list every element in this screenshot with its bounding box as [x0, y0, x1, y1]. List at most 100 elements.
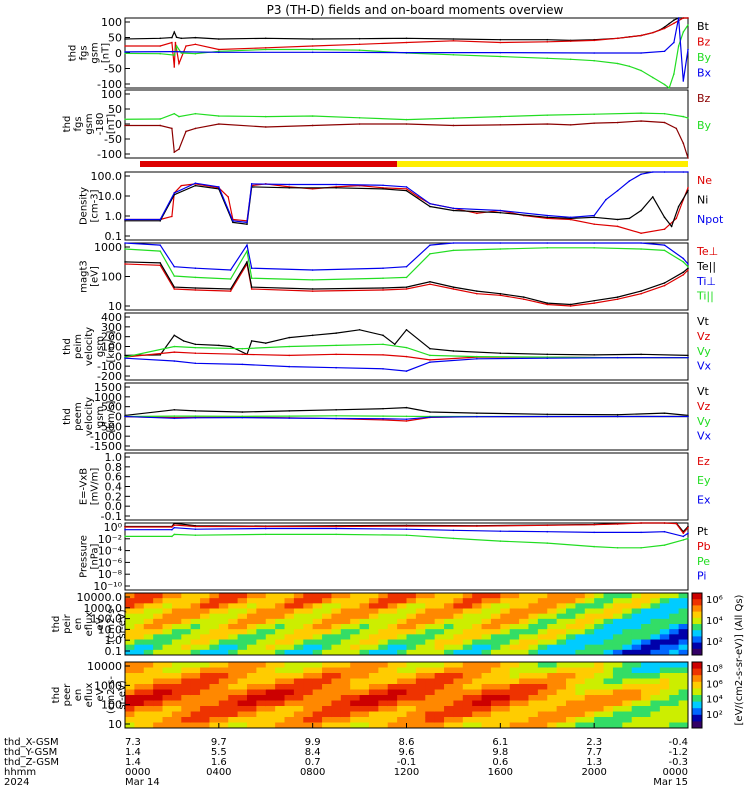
spectrogram-cell	[350, 678, 361, 685]
spectrogram-cell	[537, 603, 548, 609]
spectrogram-cell	[650, 700, 661, 707]
data-point	[405, 370, 408, 372]
data-point	[382, 188, 384, 190]
spectrogram-cell	[509, 639, 520, 646]
spectrogram-cell	[303, 722, 314, 729]
spectrogram-cell	[453, 695, 464, 701]
spectrogram-cell	[566, 598, 576, 604]
y-tick-label: 1.0	[105, 210, 123, 223]
spectrogram-cell	[678, 667, 689, 674]
series-line-Bz	[125, 120, 689, 159]
spectrogram-cell	[669, 598, 680, 604]
series-line-Pe	[125, 533, 689, 549]
spectrogram-cell	[322, 722, 332, 729]
spectrogram-cell	[631, 593, 642, 599]
spectrogram-cell	[284, 689, 295, 696]
spectrogram-cell	[387, 613, 398, 620]
spectrogram-cell	[125, 593, 135, 599]
spectrogram-cell	[622, 618, 633, 625]
spectrogram-cell	[415, 603, 426, 609]
panel-frame	[124, 242, 689, 311]
spectrogram-cell	[556, 684, 567, 690]
spectrogram-cell	[293, 673, 304, 679]
data-point	[194, 525, 197, 528]
spectrogram-cell	[641, 624, 651, 630]
spectrogram-cell	[669, 717, 680, 723]
spectrogram-cell	[444, 624, 454, 630]
data-point	[640, 173, 642, 175]
data-point	[382, 419, 384, 421]
spectrogram-cell	[425, 629, 436, 635]
spectrogram-cell	[153, 644, 164, 651]
y-axis-label-line: fgs	[73, 116, 84, 131]
spectrogram-cell	[134, 711, 145, 718]
spectrogram-cell	[171, 667, 182, 674]
spectrogram-cell	[434, 695, 445, 701]
spectrogram-cell	[387, 717, 398, 723]
spectrogram-cell	[256, 711, 267, 718]
spectrogram-cell	[378, 608, 389, 615]
spectrogram-cell	[547, 711, 558, 718]
spectrogram-cell	[500, 662, 511, 668]
spectrogram-cell	[275, 717, 286, 723]
data-point	[687, 117, 689, 119]
data-point	[124, 414, 126, 417]
y-tick-label: 10⁻²	[98, 533, 122, 546]
spectrogram-cell	[509, 711, 520, 718]
spectrogram-cell	[669, 608, 680, 615]
spectrogram-cell	[622, 603, 633, 609]
legend-entry-Ex: Ex	[697, 493, 711, 506]
spectrogram-cell	[256, 629, 267, 635]
ephemeris-value: 6.1	[492, 737, 508, 748]
spectrogram-cell	[143, 639, 154, 646]
data-point	[452, 38, 455, 40]
spectrogram-cell	[181, 598, 192, 604]
spectrogram-cell	[659, 634, 670, 640]
spectrogram-cell	[575, 644, 586, 651]
spectrogram-cell	[537, 689, 548, 696]
y-tick-label: 100.0	[91, 170, 123, 183]
spectrogram-cell	[453, 644, 464, 651]
spectrogram-cell	[134, 695, 145, 701]
data-point	[335, 344, 337, 347]
spectrogram-cell	[293, 684, 304, 690]
y-axis-label-line: [nT]	[101, 43, 112, 63]
spectrogram-cell	[650, 706, 661, 712]
spectrogram-cell	[612, 593, 623, 599]
spectrogram-cell	[359, 678, 370, 685]
spectrogram-cell	[265, 706, 276, 712]
data-point	[652, 196, 654, 198]
spectrogram-cell	[331, 608, 342, 615]
spectrogram-cell	[453, 689, 464, 696]
spectrogram-cell	[406, 634, 417, 640]
spectrogram-cell	[528, 689, 539, 696]
y-tick-label: 0.0	[105, 500, 123, 513]
spectrogram-cell	[481, 667, 492, 674]
data-point	[358, 123, 361, 125]
data-point	[429, 347, 431, 350]
y-tick-label: 1000	[94, 391, 122, 404]
data-point	[194, 417, 197, 419]
spectrogram-cell	[453, 722, 464, 729]
spectrogram-cell	[190, 711, 201, 718]
spectrogram-cell	[556, 624, 567, 630]
spectrogram-cell	[594, 667, 605, 674]
spectrogram-cell	[303, 608, 314, 615]
spectrogram-cell	[359, 649, 370, 656]
spectrogram-cell	[547, 667, 558, 674]
spectrogram-cell	[631, 722, 642, 729]
data-point	[382, 267, 384, 270]
spectrogram-cell	[237, 695, 248, 701]
data-point	[405, 118, 408, 121]
spectrogram-cell	[641, 695, 651, 701]
colorbar-tick-label: 10²	[706, 637, 723, 648]
data-point	[171, 36, 173, 39]
data-point	[393, 343, 396, 346]
y-tick-label: 0.1	[105, 230, 123, 243]
data-point	[218, 123, 220, 125]
spectrogram-cell	[509, 603, 520, 609]
spectrogram-cell	[331, 700, 342, 707]
spectrogram-cell	[368, 717, 379, 723]
data-point	[640, 531, 642, 534]
spectrogram-cell	[669, 667, 680, 674]
